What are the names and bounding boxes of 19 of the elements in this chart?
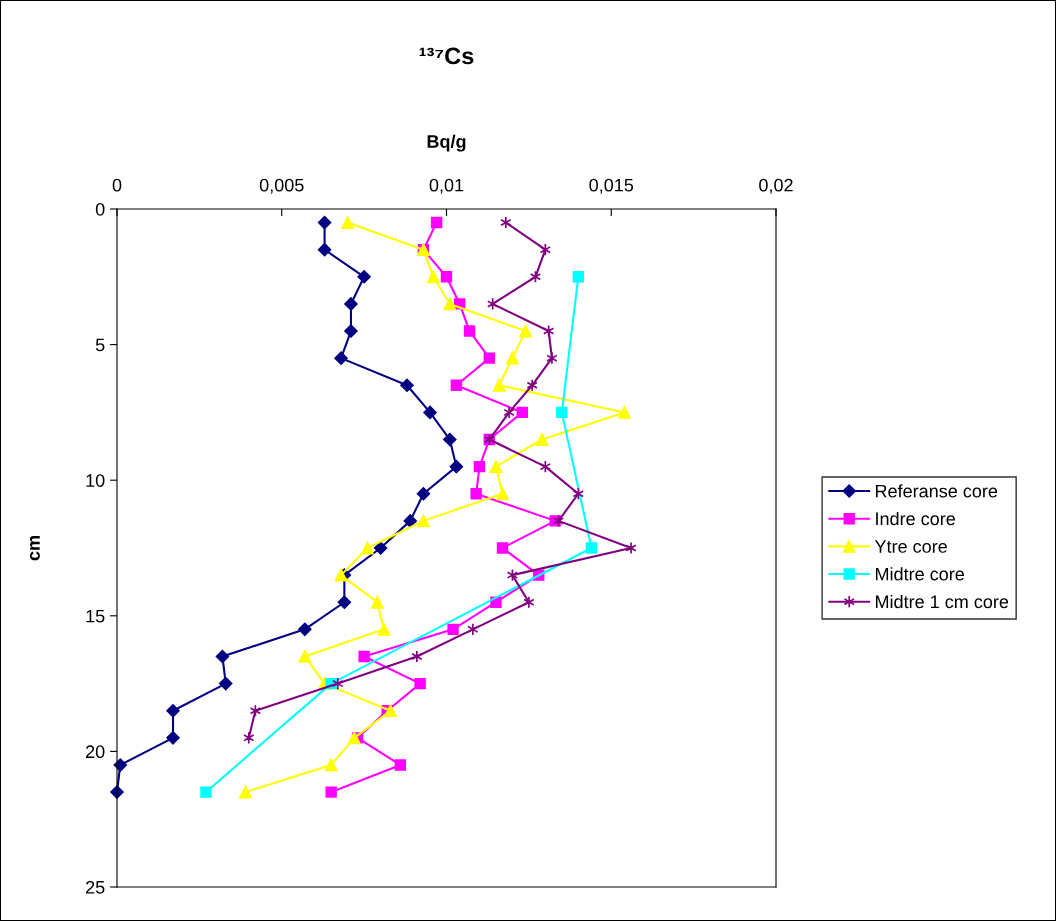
y-tick-label: 20	[86, 745, 105, 759]
x-tick-label: 0,02	[759, 178, 793, 194]
legend-label: Midtre core	[875, 567, 964, 581]
x-tick-label: 0,015	[589, 178, 634, 194]
legend-label: Referanse core	[875, 484, 998, 498]
legend-label: Indre core	[876, 511, 955, 526]
y-tick-label: 15	[86, 609, 105, 623]
y-axis-title: cm	[29, 536, 40, 561]
y-tick-label: 0	[95, 202, 105, 216]
y-tick-label: 25	[86, 880, 105, 894]
legend-label: Ytre core	[874, 540, 947, 553]
y-tick-label: 5	[95, 338, 105, 352]
x-axis-title: Bq/g	[427, 134, 466, 152]
y-tick-label: 10	[86, 474, 105, 487]
x-tick-label: 0	[112, 178, 122, 192]
x-tick-label: 0,01	[429, 178, 464, 194]
x-tick-label: 0,005	[259, 178, 304, 194]
chart-title: ¹³⁷Cs	[419, 47, 474, 65]
legend-label: Midtre 1 cm core	[875, 594, 1009, 609]
